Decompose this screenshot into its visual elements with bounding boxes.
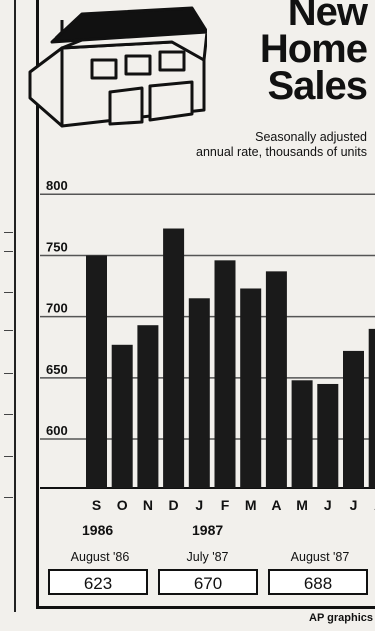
x-tick-label-0: S	[92, 497, 101, 513]
x-tick-label-3: D	[169, 497, 179, 513]
year-label-1987: 1987	[192, 522, 224, 538]
y-tick-label-600: 600	[46, 423, 68, 438]
bar-1-O	[111, 344, 133, 488]
x-tick-label-5: F	[221, 497, 230, 513]
callout-label-aug-87: August '87	[290, 550, 350, 564]
year-label-1986: 1986	[82, 522, 114, 538]
y-tick-label-650: 650	[46, 362, 68, 377]
graphic-frame	[36, 0, 375, 609]
callout-label-aug-86: August '86	[70, 550, 130, 564]
bar-9-J	[317, 383, 339, 488]
bar-3-D	[163, 228, 185, 488]
bar-4-J	[188, 298, 210, 488]
callout-value-jul-87: 670	[158, 569, 258, 595]
callout-label-jul-87: July '87	[186, 550, 229, 564]
bar-0-S	[86, 255, 107, 488]
x-tick-label-9: J	[324, 497, 332, 513]
x-tick-label-4: J	[195, 497, 203, 513]
callout-value-aug-86: 623	[48, 569, 148, 595]
chart-subtitle: Seasonally adjusted annual rate, thousan…	[196, 130, 367, 159]
bar-6-M	[240, 288, 262, 488]
x-tick-label-2: N	[143, 497, 153, 513]
y-tick-label-750: 750	[46, 239, 68, 254]
bar-5-F	[214, 260, 236, 488]
x-tick-label-7: A	[271, 497, 281, 513]
callout-value-aug-87: 688	[268, 569, 368, 595]
bar-11-A	[368, 328, 375, 488]
bar-10-J	[343, 350, 364, 488]
y-tick-label-700: 700	[46, 301, 68, 316]
x-tick-label-1: O	[117, 497, 128, 513]
adjacent-column-border	[0, 0, 16, 612]
bar-8-M	[291, 380, 313, 488]
house-illustration	[28, 6, 207, 128]
x-tick-label-8: M	[296, 497, 308, 513]
bar-2-N	[137, 325, 159, 488]
x-tick-label-10: J	[350, 497, 358, 513]
credit-line: AP graphics	[309, 612, 373, 624]
chart-title: New Home Sales	[259, 0, 368, 108]
y-tick-label-800: 800	[46, 178, 68, 193]
x-tick-label-6: M	[245, 497, 257, 513]
bar-7-A	[265, 271, 287, 488]
